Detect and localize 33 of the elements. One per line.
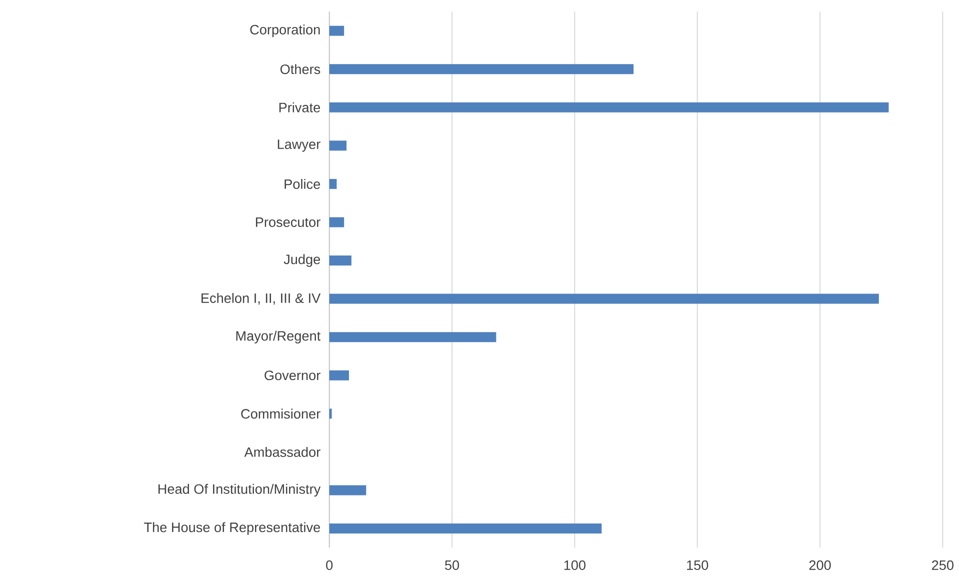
bar: [329, 524, 602, 534]
bar: [329, 294, 879, 304]
x-tick-label: 150: [687, 560, 708, 570]
x-tick-label: 250: [932, 560, 954, 570]
y-tick-label: Governor: [264, 370, 320, 380]
y-tick-label: Mayor/Regent: [236, 330, 321, 344]
bar: [329, 408, 332, 419]
bar: [329, 217, 344, 228]
y-tick-label: Police: [284, 178, 320, 189]
x-tick-label: 50: [444, 560, 460, 570]
y-tick-label: The House of Representative: [144, 522, 320, 535]
bar: [329, 178, 337, 189]
x-tick-label: 200: [809, 560, 831, 570]
y-tick-label: Judge: [284, 254, 320, 267]
y-tick-label: Prosecutor: [256, 218, 320, 227]
y-tick-label: Others: [280, 64, 320, 74]
bar: [329, 64, 634, 74]
bar: [329, 256, 352, 266]
bar: [329, 26, 344, 36]
y-tick-label: Corporation: [250, 24, 320, 38]
y-tick-label: Commisioner: [241, 408, 320, 419]
y-tick-label: Head Of Institution/Ministry: [158, 484, 321, 497]
bar: [329, 332, 496, 342]
y-tick-label: Lawyer: [278, 140, 320, 152]
y-tick-label: Private: [279, 102, 320, 112]
bar: [329, 485, 366, 496]
bar: [329, 140, 347, 151]
x-tick-label: 0: [326, 560, 333, 570]
bar: [329, 102, 889, 112]
y-tick-label: Ambassador: [244, 446, 320, 457]
y-tick-label: Echelon I, II, III & IV: [202, 293, 321, 305]
bar: [329, 370, 349, 380]
x-tick-label: 100: [564, 560, 586, 570]
